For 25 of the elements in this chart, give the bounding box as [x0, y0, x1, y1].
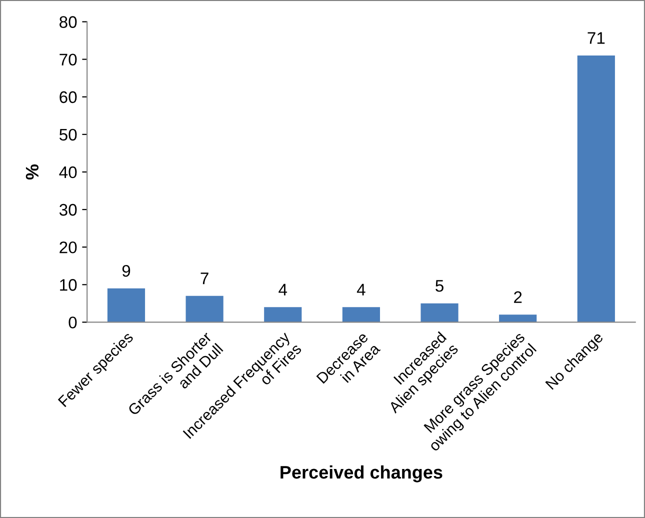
y-tick-label: 50	[59, 128, 77, 141]
data-label: 7	[200, 272, 208, 284]
data-label: 4	[356, 284, 366, 296]
bar	[186, 296, 224, 322]
data-label: 9	[122, 264, 130, 277]
y-tick-label: 0	[68, 316, 77, 328]
bar	[420, 303, 458, 322]
data-label: 4	[278, 284, 288, 296]
data-label: 2	[514, 291, 522, 303]
y-tick-label: 30	[59, 204, 77, 216]
x-axis-title: Perceived changes	[280, 465, 442, 482]
y-tick-label: 40	[59, 166, 77, 178]
y-tick-label: 80	[60, 16, 77, 28]
data-label: 71	[588, 32, 605, 44]
data-label: 5	[436, 280, 444, 292]
bar	[264, 307, 302, 322]
bar	[577, 56, 615, 322]
bar	[342, 307, 380, 322]
y-tick-label: 60	[60, 91, 77, 104]
y-axis-title: %	[26, 164, 39, 180]
bar	[107, 288, 146, 322]
y-tick-label: 10	[60, 279, 77, 291]
y-tick-label: 70	[60, 54, 77, 66]
bar	[499, 314, 537, 322]
y-tick-label: 20	[60, 241, 77, 254]
